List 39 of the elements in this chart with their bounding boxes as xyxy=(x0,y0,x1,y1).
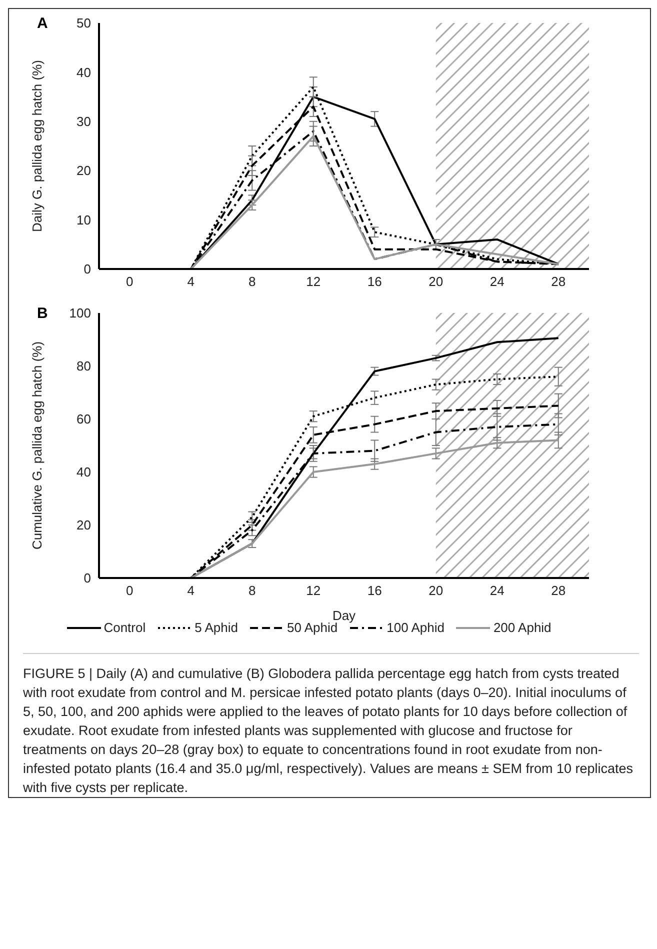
y-tick-label: 60 xyxy=(76,412,91,427)
legend-label: 50 Aphid xyxy=(287,620,338,635)
y-tick-label: 0 xyxy=(84,262,91,277)
y-tick-label: 100 xyxy=(69,306,91,321)
chart-title: A xyxy=(37,15,48,32)
x-tick-label: 16 xyxy=(367,274,382,290)
chart-title: B xyxy=(37,305,48,322)
x-tick-label: 8 xyxy=(248,583,256,598)
y-tick-label: 30 xyxy=(76,114,91,130)
x-axis-title: Day xyxy=(332,608,356,623)
y-tick-label: 40 xyxy=(76,464,91,480)
y-tick-label: 20 xyxy=(76,163,91,178)
y-tick-label: 0 xyxy=(84,570,91,586)
x-tick-label: 20 xyxy=(428,274,444,290)
x-tick-label: 4 xyxy=(187,583,194,598)
x-tick-label: 12 xyxy=(306,274,321,290)
x-tick-label: 0 xyxy=(126,274,134,290)
legend-label: 200 Aphid xyxy=(493,620,552,635)
x-tick-label: 8 xyxy=(248,274,256,290)
caption: FIGURE 5 | Daily (A) and cumulative (B) Globodera pallida percentage egg hatch from cysts treated with root exudate from control and M. persicae infested potato plants (days 0–20). Initial inoculums of 5, 50, 100, and 200 aphids were applied to the leaves of potato plants for 10 days before collection of exudate. Root exudate from infested plants was supplemented with glucose and fructose for treatments on days 20–28 (gray box) to equate to concentrations found in root exudate from non-infested potato plants (16.4 and 35.0 μg/ml, respectively). Values are means ± SEM from 10 replicates with five cysts per replicate. xyxy=(23,653,639,797)
y-axis-title: Daily G. pallida egg hatch (%) xyxy=(30,60,45,232)
x-tick-label: 24 xyxy=(490,583,504,598)
legend-label: Control xyxy=(104,620,146,635)
x-tick-label: 24 xyxy=(490,274,504,290)
x-tick-label: 0 xyxy=(126,583,134,598)
y-tick-label: 10 xyxy=(76,212,91,228)
legend-label: 5 Aphid xyxy=(194,620,238,635)
legend-label: 100 Aphid xyxy=(386,620,444,635)
y-tick-label: 20 xyxy=(76,518,91,533)
y-tick-label: 50 xyxy=(76,16,91,31)
x-tick-label: 16 xyxy=(367,583,382,598)
y-axis-title: Cumulative G. pallida egg hatch (%) xyxy=(30,341,45,550)
y-tick-label: 80 xyxy=(76,358,91,374)
x-tick-label: 28 xyxy=(551,274,566,290)
y-tick-label: 40 xyxy=(76,64,91,80)
x-tick-label: 12 xyxy=(306,583,321,598)
x-tick-label: 4 xyxy=(187,274,194,290)
x-tick-label: 28 xyxy=(551,583,566,598)
x-tick-label: 20 xyxy=(428,583,444,598)
